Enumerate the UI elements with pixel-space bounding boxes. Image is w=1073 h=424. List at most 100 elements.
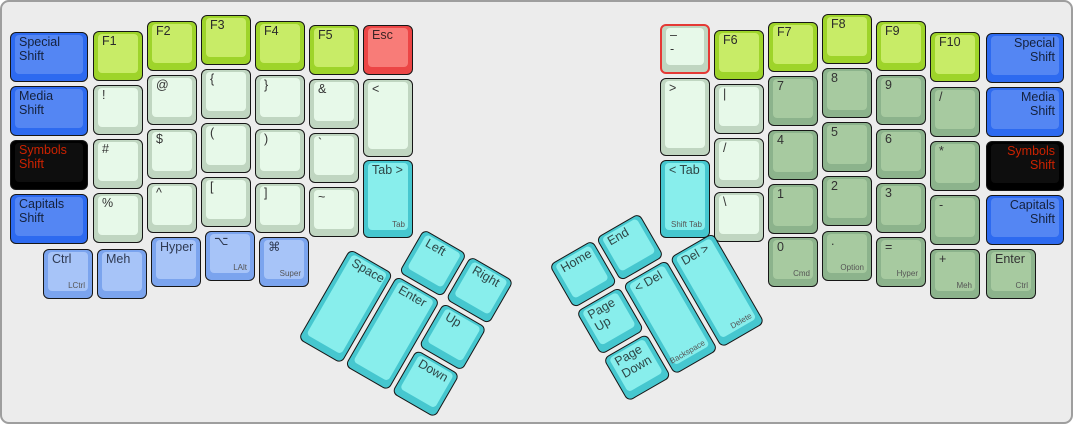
- dollar-key[interactable]: $: [147, 129, 197, 179]
- ampersand-key[interactable]: &: [309, 79, 359, 129]
- ctrl-left-key[interactable]: Ctrl LCtrl: [43, 249, 93, 299]
- f8-key[interactable]: F8: [822, 14, 872, 64]
- f3-key[interactable]: F3: [201, 15, 251, 65]
- num-5-keycap-face: 5: [827, 125, 867, 164]
- num-7-key[interactable]: 7: [768, 76, 818, 126]
- tab-left-key[interactable]: Tab > Tab: [363, 160, 413, 238]
- f9-keycap-face: F9: [881, 24, 921, 63]
- plus-sublabel: Meh: [956, 281, 972, 290]
- num-5-key[interactable]: 5: [822, 122, 872, 172]
- enter-thumb-label: Enter: [396, 282, 429, 310]
- slash-numpad-key[interactable]: /: [930, 87, 980, 137]
- esc-key[interactable]: Esc: [363, 25, 413, 75]
- capitals-shift-left-keycap-face: Capitals Shift: [15, 197, 83, 236]
- greater-than-key[interactable]: >: [660, 78, 710, 156]
- underscore-dash-label: – -: [670, 28, 677, 56]
- close-bracket-key[interactable]: ]: [255, 183, 305, 233]
- slash-key[interactable]: /: [714, 138, 764, 188]
- slash-numpad-keycap-face: /: [935, 90, 975, 129]
- meh-left-key[interactable]: Meh: [97, 249, 147, 299]
- num-3-key[interactable]: 3: [876, 183, 926, 233]
- num-9-key[interactable]: 9: [876, 75, 926, 125]
- caret-key[interactable]: ^: [147, 183, 197, 233]
- enter-right-key[interactable]: Enter Ctrl: [986, 249, 1036, 299]
- greater-than-label: >: [669, 81, 677, 95]
- asterisk-key[interactable]: *: [930, 141, 980, 191]
- minus-label: -: [939, 198, 944, 212]
- asterisk-label: *: [939, 144, 944, 158]
- page-up-label: Page Up: [585, 295, 618, 334]
- f2-keycap-face: F2: [152, 24, 192, 63]
- space-label: Space: [349, 255, 387, 286]
- open-bracket-key[interactable]: [: [201, 177, 251, 227]
- f4-label: F4: [264, 24, 279, 38]
- media-shift-right-label: Media Shift: [1020, 90, 1055, 118]
- symbols-shift-left-key[interactable]: Symbols Shift: [10, 140, 88, 190]
- backtick-key[interactable]: `: [309, 133, 359, 183]
- hyper-left-key[interactable]: Hyper: [151, 237, 201, 287]
- ctrl-left-keycap-face: Ctrl LCtrl: [48, 252, 88, 291]
- f10-key[interactable]: F10: [930, 32, 980, 82]
- exclamation-key[interactable]: !: [93, 85, 143, 135]
- backslash-key[interactable]: \: [714, 192, 764, 242]
- option-left-keycap-face: ⌥ LAlt: [210, 234, 250, 273]
- at-sign-key[interactable]: @: [147, 75, 197, 125]
- open-brace-key[interactable]: {: [201, 69, 251, 119]
- num-1-key[interactable]: 1: [768, 184, 818, 234]
- close-paren-label: ): [264, 132, 269, 146]
- close-brace-key[interactable]: }: [255, 75, 305, 125]
- f7-label: F7: [777, 25, 792, 39]
- backslash-label: \: [723, 195, 727, 209]
- percent-key[interactable]: %: [93, 193, 143, 243]
- f9-key[interactable]: F9: [876, 21, 926, 71]
- num-8-key[interactable]: 8: [822, 68, 872, 118]
- num-4-key[interactable]: 4: [768, 130, 818, 180]
- page-up-keycap-face: Page Up: [581, 291, 636, 346]
- exclamation-keycap-face: !: [98, 88, 138, 127]
- option-left-key[interactable]: ⌥ LAlt: [205, 231, 255, 281]
- symbols-shift-left-label: Symbols Shift: [19, 143, 67, 171]
- symbols-shift-right-key[interactable]: Symbols Shift: [986, 141, 1064, 191]
- f9-label: F9: [885, 24, 900, 38]
- pipe-key[interactable]: |: [714, 84, 764, 134]
- f7-key[interactable]: F7: [768, 22, 818, 72]
- media-shift-left-key[interactable]: Media Shift: [10, 86, 88, 136]
- tab-right-key[interactable]: < Tab Shift Tab: [660, 160, 710, 238]
- tilde-key[interactable]: ~: [309, 187, 359, 237]
- special-shift-left-key[interactable]: Special Shift: [10, 32, 88, 82]
- hash-key[interactable]: #: [93, 139, 143, 189]
- equals-key[interactable]: = Hyper: [876, 237, 926, 287]
- f4-key[interactable]: F4: [255, 21, 305, 71]
- close-paren-key[interactable]: ): [255, 129, 305, 179]
- capitals-shift-left-key[interactable]: Capitals Shift: [10, 194, 88, 244]
- open-paren-key[interactable]: (: [201, 123, 251, 173]
- command-left-key[interactable]: ⌘ Super: [259, 237, 309, 287]
- f10-label: F10: [939, 35, 961, 49]
- f1-key[interactable]: F1: [93, 31, 143, 81]
- num-0-key[interactable]: 0 Cmd: [768, 237, 818, 287]
- dollar-keycap-face: $: [152, 132, 192, 171]
- num-0-keycap-face: 0 Cmd: [773, 240, 813, 279]
- underscore-dash-key[interactable]: – -: [660, 24, 710, 74]
- capitals-shift-right-key[interactable]: Capitals Shift: [986, 195, 1064, 245]
- command-left-keycap-face: ⌘ Super: [264, 240, 304, 279]
- period-keycap-face: . Option: [827, 234, 867, 273]
- plus-key[interactable]: + Meh: [930, 249, 980, 299]
- f2-key[interactable]: F2: [147, 21, 197, 71]
- less-than-key[interactable]: <: [363, 79, 413, 157]
- minus-key[interactable]: -: [930, 195, 980, 245]
- special-shift-right-key[interactable]: Special Shift: [986, 33, 1064, 83]
- num-6-key[interactable]: 6: [876, 129, 926, 179]
- hyper-left-keycap-face: Hyper: [156, 240, 196, 279]
- tilde-label: ~: [318, 190, 326, 204]
- at-sign-keycap-face: @: [152, 78, 192, 117]
- f5-key[interactable]: F5: [309, 25, 359, 75]
- num-2-key[interactable]: 2: [822, 176, 872, 226]
- period-key[interactable]: . Option: [822, 231, 872, 281]
- f6-key[interactable]: F6: [714, 30, 764, 80]
- home-keycap-face: Home: [554, 245, 609, 299]
- media-shift-right-key[interactable]: Media Shift: [986, 87, 1064, 137]
- f7-keycap-face: F7: [773, 25, 813, 64]
- arrow-right-label: Right: [469, 263, 503, 290]
- ampersand-keycap-face: &: [314, 82, 354, 121]
